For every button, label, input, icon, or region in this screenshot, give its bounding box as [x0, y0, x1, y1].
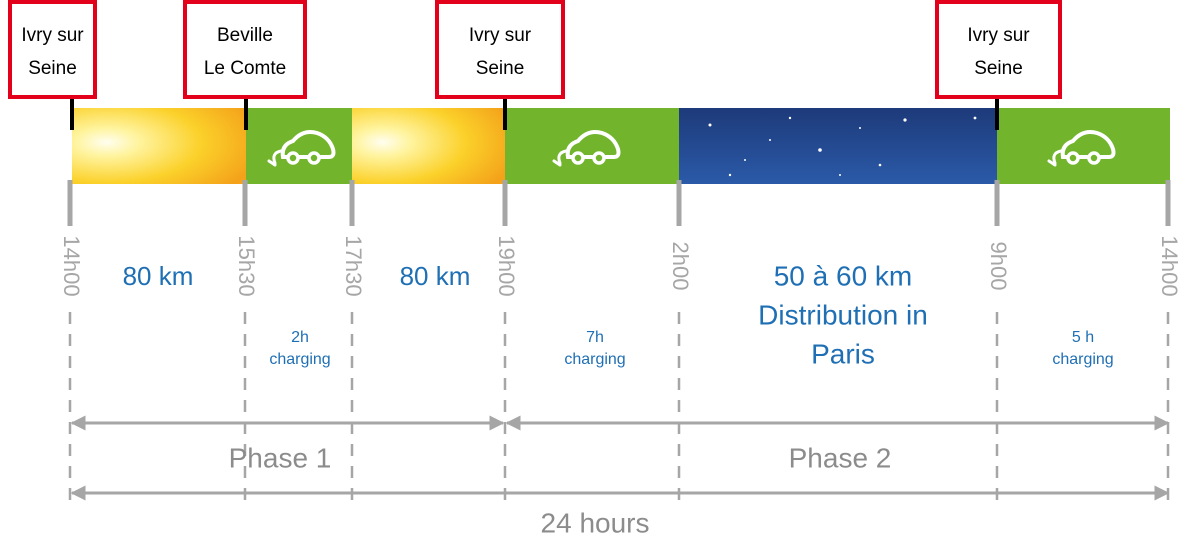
sign-text: Seine — [28, 58, 77, 79]
sign-text: Ivry sur — [967, 25, 1030, 46]
segment-text: 50 à 60 km — [774, 260, 913, 291]
sign-text: Le Comte — [204, 58, 286, 79]
sign — [10, 2, 95, 97]
sign-text: Ivry sur — [469, 25, 532, 46]
charge-segment — [505, 108, 679, 184]
segment-text: charging — [1052, 351, 1113, 368]
time-label: 9h00 — [986, 242, 1011, 291]
charge-segment — [997, 108, 1170, 184]
sign — [937, 2, 1060, 97]
sun-segment — [352, 108, 505, 184]
segment-text: Distribution in — [758, 299, 928, 330]
segment-text: 7h — [586, 329, 604, 346]
sign — [185, 2, 305, 97]
segment-text: 80 km — [123, 261, 194, 291]
phase-label: Phase 1 — [229, 442, 332, 473]
sign-text: Seine — [476, 58, 525, 79]
sign — [437, 2, 563, 97]
segment-text: charging — [269, 351, 330, 368]
segment-text: 80 km — [400, 261, 471, 291]
sign-text: Ivry sur — [21, 25, 84, 46]
night-segment — [679, 108, 997, 184]
sign-text: Seine — [974, 58, 1023, 79]
segment-text: Paris — [811, 338, 875, 369]
sun-segment — [72, 108, 246, 184]
segment-text: 2h — [291, 329, 309, 346]
time-label: 14h00 — [59, 235, 84, 296]
time-label: 17h30 — [341, 235, 366, 296]
segment-text: 5 h — [1072, 329, 1094, 346]
segment-text: charging — [564, 351, 625, 368]
time-label: 14h00 — [1157, 235, 1180, 296]
diagram: 14h00 15h30 17h30 19h00 2h00 9h00 14h00 Ivry su… — [0, 0, 1180, 544]
phase-label: Phase 2 — [789, 442, 892, 473]
sign-text: Beville — [217, 25, 273, 46]
total-label: 24 hours — [541, 507, 650, 538]
time-label: 15h30 — [234, 235, 259, 296]
charge-segment — [246, 108, 352, 184]
time-label: 19h00 — [494, 235, 519, 296]
time-label: 2h00 — [668, 242, 693, 291]
